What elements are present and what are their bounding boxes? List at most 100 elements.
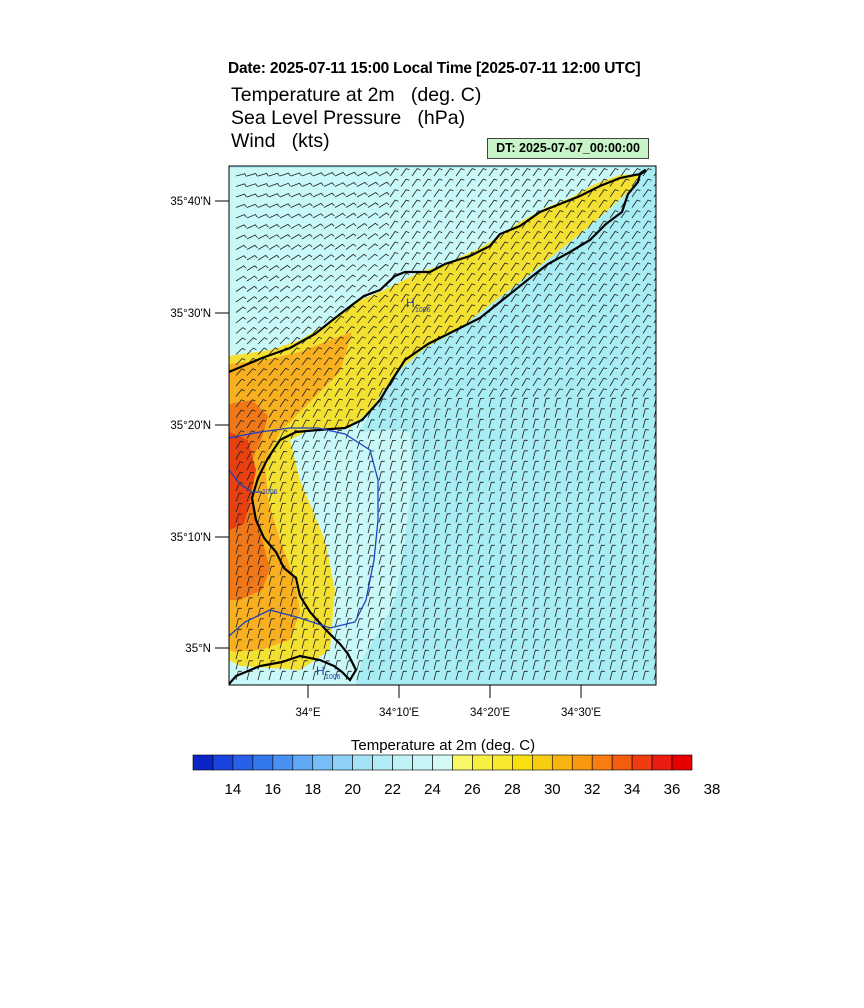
wind-barb bbox=[312, 264, 324, 271]
wind-barb bbox=[576, 325, 586, 334]
wind-barb bbox=[466, 262, 476, 271]
wind-barb bbox=[554, 304, 564, 313]
wind-barb bbox=[510, 168, 520, 177]
wind-barb bbox=[389, 586, 396, 597]
wind-barb bbox=[620, 189, 630, 198]
wind-barb bbox=[411, 660, 418, 670]
wind-barb bbox=[488, 565, 495, 576]
wind-barb bbox=[565, 565, 572, 576]
wind-barb bbox=[345, 586, 352, 597]
wind-barb bbox=[620, 388, 630, 397]
wind-barb bbox=[576, 429, 583, 439]
wind-barb bbox=[301, 326, 312, 334]
wind-barb bbox=[620, 220, 630, 229]
wind-barb bbox=[334, 346, 344, 355]
wind-barb bbox=[389, 565, 396, 576]
wind-barb bbox=[433, 178, 443, 187]
wind-barb bbox=[477, 398, 484, 408]
wind-barb bbox=[576, 513, 583, 523]
wind-barb bbox=[356, 544, 363, 555]
wind-barb bbox=[334, 450, 342, 460]
wind-barb bbox=[301, 274, 313, 282]
wind-barb bbox=[576, 199, 586, 208]
wind-barb bbox=[268, 295, 280, 303]
colorbar-swatch bbox=[312, 754, 334, 771]
wind-barb bbox=[554, 262, 564, 271]
lon-label: 34°20'E bbox=[470, 707, 510, 719]
wind-barb bbox=[609, 408, 616, 418]
wind-barb bbox=[631, 199, 641, 208]
wind-barb bbox=[576, 272, 586, 282]
wind-barb bbox=[323, 346, 333, 355]
wind-barb bbox=[455, 555, 462, 565]
wind-barb bbox=[312, 450, 320, 460]
wind-barb bbox=[587, 492, 594, 502]
wind-barb bbox=[367, 202, 379, 208]
wind-barb bbox=[290, 388, 300, 397]
wind-barb bbox=[620, 534, 627, 544]
wind-barb bbox=[598, 523, 605, 534]
wind-barb bbox=[301, 440, 310, 450]
wind-barb bbox=[422, 555, 429, 565]
wind-barb bbox=[565, 241, 575, 250]
wind-barb bbox=[576, 346, 586, 355]
wind-barb bbox=[323, 192, 335, 198]
wind-barb bbox=[279, 172, 291, 177]
wind-barb bbox=[554, 388, 564, 397]
wind-barb bbox=[488, 502, 495, 513]
wind-barb bbox=[301, 172, 313, 177]
wind-barb bbox=[378, 450, 386, 460]
wind-barb bbox=[246, 639, 253, 649]
wind-barb bbox=[455, 283, 465, 292]
wind-barb bbox=[389, 618, 396, 628]
wind-barb bbox=[323, 461, 331, 471]
wind-barb bbox=[521, 439, 528, 450]
lat-label: 35°N bbox=[185, 643, 211, 655]
wind-barb bbox=[389, 304, 399, 313]
wind-barb bbox=[356, 305, 367, 313]
wind-barb bbox=[356, 284, 367, 292]
wind-barb bbox=[565, 418, 572, 429]
wind-barb bbox=[543, 639, 550, 649]
wind-barb bbox=[521, 513, 528, 523]
wind-barb bbox=[400, 231, 410, 240]
wind-barb bbox=[444, 607, 451, 618]
wind-barb bbox=[565, 544, 572, 555]
wind-barb bbox=[312, 223, 324, 229]
wind-barb bbox=[631, 388, 641, 397]
wind-barb bbox=[532, 471, 539, 481]
wind-barb bbox=[334, 388, 344, 397]
wind-barb bbox=[598, 178, 608, 187]
wind-barb bbox=[631, 429, 638, 439]
wind-barb bbox=[642, 189, 652, 198]
wind-barb bbox=[411, 513, 418, 523]
wind-barb bbox=[334, 305, 345, 313]
wind-barb bbox=[631, 168, 641, 177]
wind-barb bbox=[345, 315, 356, 324]
wind-barb bbox=[301, 182, 313, 187]
wind-barb bbox=[334, 336, 344, 345]
wind-barb bbox=[444, 513, 451, 523]
wind-barb bbox=[631, 252, 641, 261]
wind-barb bbox=[389, 178, 399, 187]
wind-barb bbox=[543, 460, 550, 471]
wind-barb bbox=[422, 346, 432, 355]
wind-barb bbox=[279, 628, 286, 639]
wind-barb bbox=[631, 346, 641, 355]
wind-barb bbox=[433, 660, 440, 670]
wind-barb bbox=[653, 397, 656, 408]
wind-barb bbox=[411, 639, 418, 649]
wind-barb bbox=[477, 565, 484, 576]
wind-barb bbox=[389, 649, 396, 660]
wind-barb bbox=[246, 649, 253, 660]
wind-barb bbox=[323, 295, 334, 303]
wind-barb bbox=[631, 660, 638, 670]
wind-barb bbox=[334, 544, 341, 555]
wind-barb bbox=[290, 234, 302, 240]
wind-barb bbox=[543, 178, 553, 187]
wind-barb bbox=[499, 460, 506, 471]
wind-barb bbox=[389, 241, 399, 250]
wind-barb bbox=[411, 419, 419, 429]
wind-barb bbox=[466, 178, 476, 187]
wind-barb bbox=[587, 220, 597, 229]
